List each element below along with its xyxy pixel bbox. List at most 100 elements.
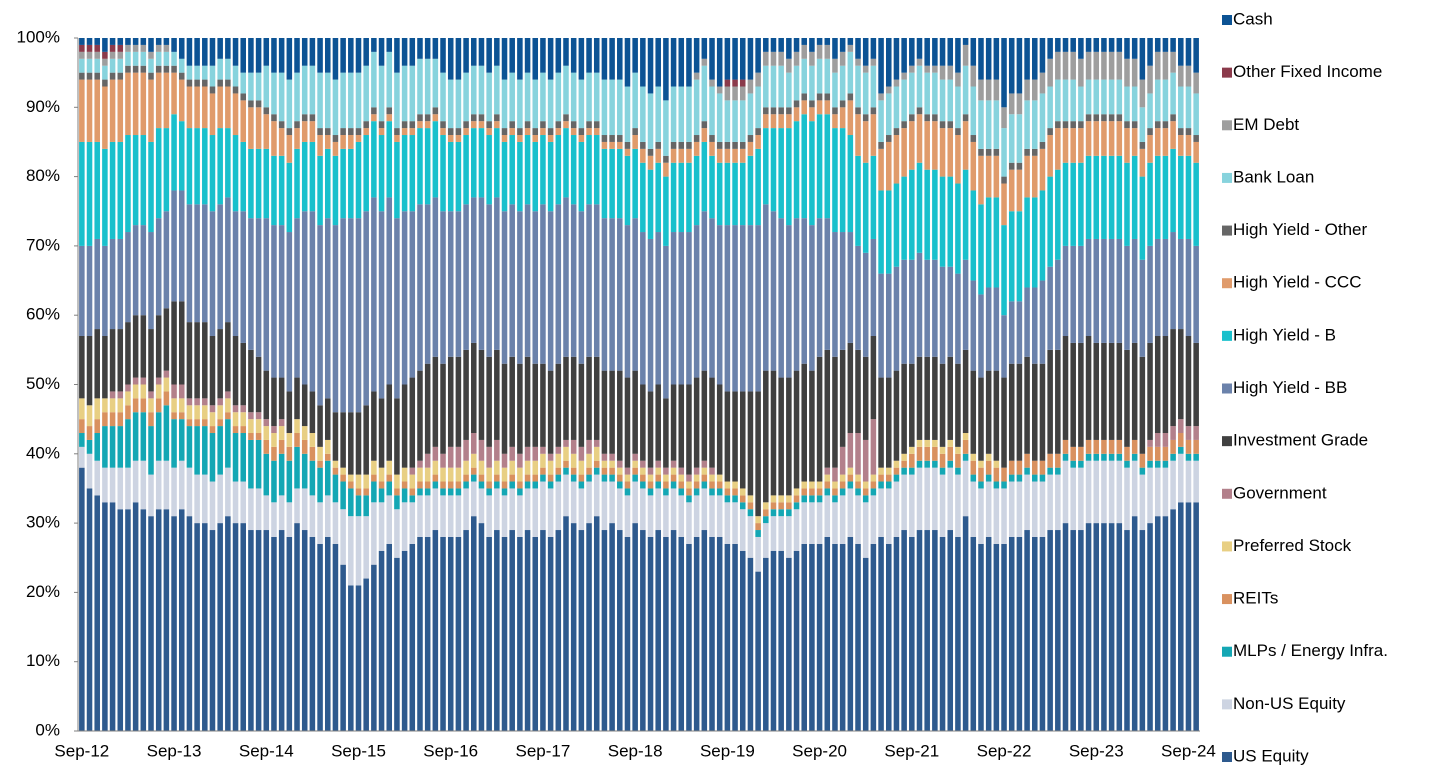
bar-segment — [1001, 488, 1007, 544]
bar-segment — [716, 488, 723, 496]
bar-segment — [1131, 128, 1138, 156]
bar-segment — [471, 197, 477, 343]
bar-segment — [263, 114, 270, 149]
bar-segment — [593, 204, 600, 357]
bar-segment — [1001, 543, 1007, 731]
bar-segment — [655, 530, 661, 731]
x-tick-label: Sep-14 — [239, 741, 294, 760]
bar-segment — [1062, 51, 1069, 80]
bar-segment — [1131, 58, 1138, 87]
bar-segment — [171, 72, 177, 115]
bar-segment — [1032, 460, 1038, 475]
bar-segment — [332, 225, 339, 413]
bar-segment — [401, 211, 408, 385]
legend-label: Non-US Equity — [1233, 694, 1346, 713]
bar-segment — [532, 474, 539, 482]
bar-segment — [148, 141, 154, 233]
bar-segment — [240, 93, 246, 101]
bar-segment — [1078, 467, 1084, 531]
bar-segment — [324, 398, 331, 440]
bar-segment — [924, 446, 930, 461]
bar-segment — [924, 439, 930, 447]
bar-segment — [1154, 155, 1161, 239]
bar-segment — [1024, 197, 1030, 288]
bar-segment — [309, 114, 316, 122]
bar-segment — [140, 38, 147, 45]
bar-segment — [317, 155, 323, 226]
bar-segment — [693, 495, 700, 537]
bar-segment — [678, 467, 685, 475]
bar-segment — [778, 377, 784, 496]
bar-segment — [1162, 79, 1169, 122]
bar-segment — [809, 495, 815, 503]
bar-segment — [378, 211, 385, 399]
bar-segment — [1085, 38, 1092, 52]
bar-segment — [617, 79, 623, 136]
bar-segment — [678, 86, 685, 142]
bar-segment — [747, 502, 754, 510]
bar-segment — [1001, 225, 1007, 316]
bar-segment — [509, 128, 515, 136]
bar-segment — [248, 72, 254, 101]
bar-segment — [1139, 176, 1146, 260]
bar-segment — [870, 65, 877, 108]
bar-segment — [202, 523, 208, 731]
bar-segment — [909, 259, 915, 364]
bar-segment — [524, 38, 531, 73]
bar-segment — [732, 38, 738, 80]
bar-segment — [870, 488, 877, 496]
bar-segment — [1178, 65, 1184, 87]
bar-segment — [647, 155, 654, 170]
bar-segment — [324, 135, 331, 149]
bar-segment — [916, 107, 923, 115]
bar-segment — [348, 218, 354, 413]
bar-segment — [670, 474, 677, 482]
bar-segment — [79, 467, 85, 731]
bar-segment — [1170, 232, 1176, 330]
legend-label: Other Fixed Income — [1233, 62, 1382, 81]
bar-segment — [178, 419, 185, 461]
bar-segment — [885, 481, 892, 489]
bar-segment — [532, 79, 539, 129]
bar-segment — [878, 190, 884, 274]
bar-segment — [532, 141, 539, 212]
bar-segment — [809, 225, 815, 371]
bar-segment — [693, 155, 700, 226]
bar-segment — [171, 467, 177, 517]
bar-segment — [739, 502, 746, 510]
bar-segment — [555, 530, 562, 731]
bar-segment — [532, 481, 539, 489]
bar-segment — [670, 530, 677, 731]
bar-segment — [555, 446, 562, 454]
bar-segment — [1001, 183, 1007, 226]
bar-segment — [578, 211, 585, 364]
bar-segment — [1108, 114, 1115, 122]
bar-segment — [839, 128, 846, 233]
bar-segment — [540, 363, 546, 447]
bar-segment — [570, 474, 577, 482]
bar-segment — [701, 128, 708, 142]
bar-segment — [371, 121, 377, 198]
bar-segment — [693, 488, 700, 496]
bar-segment — [878, 488, 884, 537]
bar-segment — [501, 453, 508, 468]
bar-segment — [524, 121, 531, 129]
legend-swatch — [1222, 120, 1232, 131]
bar-segment — [955, 536, 961, 731]
bar-segment — [294, 148, 300, 219]
bar-segment — [686, 481, 692, 489]
bar-segment — [486, 446, 492, 468]
bar-segment — [655, 232, 661, 385]
bar-segment — [455, 211, 462, 357]
bar-segment — [232, 211, 239, 336]
bar-segment — [340, 38, 346, 73]
bar-segment — [540, 530, 546, 731]
bar-segment — [148, 398, 154, 413]
bar-segment — [332, 412, 339, 461]
bar-segment — [332, 474, 339, 503]
bar-segment — [524, 204, 531, 357]
axes: 0%10%20%30%40%50%60%70%80%90%100%Sep-12 S… — [17, 27, 1216, 760]
bar-segment — [132, 398, 139, 413]
bar-segment — [978, 204, 984, 295]
y-tick-label: 40% — [26, 443, 60, 462]
